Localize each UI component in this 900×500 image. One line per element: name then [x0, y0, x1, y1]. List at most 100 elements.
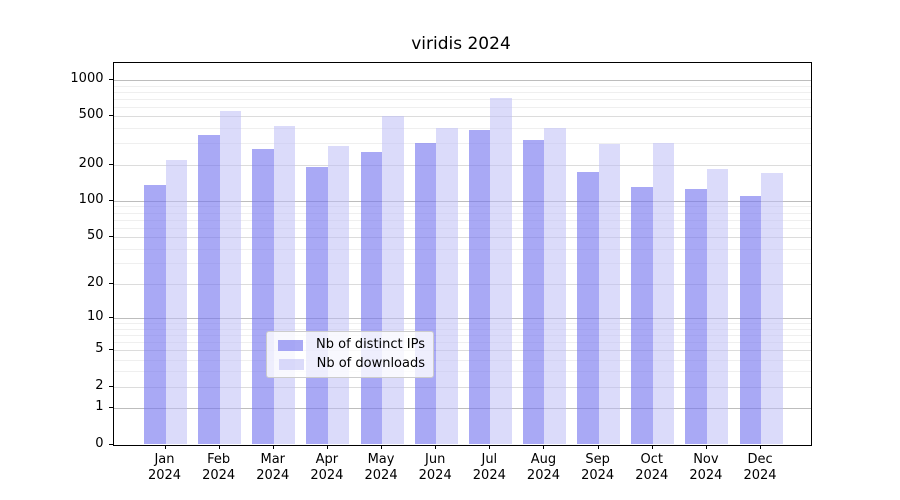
bar-distinct-ips	[522, 139, 545, 445]
y-tick-label: 1	[95, 398, 104, 414]
bar-downloads	[219, 111, 242, 445]
gridline-minor	[113, 106, 811, 108]
legend-label-downloads: Nb of downloads	[316, 356, 425, 371]
gridline-mid	[113, 116, 811, 118]
bar-downloads	[652, 142, 675, 445]
x-tick-mark	[760, 444, 762, 449]
x-tick-mark	[651, 444, 653, 449]
plot-area	[112, 62, 812, 446]
bar-distinct-ips	[468, 130, 491, 445]
gridline-mid	[113, 283, 811, 285]
y-tick-mark	[108, 236, 113, 238]
y-tick-label: 20	[86, 274, 104, 290]
x-tick-mark	[272, 444, 274, 449]
gridline-major	[113, 407, 811, 409]
gridline-mid	[113, 386, 811, 388]
y-tick-mark	[108, 115, 113, 117]
bar-distinct-ips	[198, 135, 220, 445]
x-tick-mark	[381, 444, 383, 449]
gridline-minor	[113, 91, 811, 93]
x-tick-label: Sep 2024	[581, 451, 615, 483]
gridline-minor	[113, 219, 811, 221]
gridline-mid	[113, 349, 811, 351]
gridline-minor	[113, 143, 811, 145]
x-tick-label: Mar 2024	[256, 451, 290, 483]
y-tick-label: 100	[78, 191, 104, 207]
bar-distinct-ips	[144, 185, 166, 445]
y-tick-mark	[108, 78, 113, 80]
y-tick-mark	[108, 199, 113, 201]
bar-downloads	[706, 168, 729, 445]
x-tick-mark	[435, 444, 437, 449]
y-tick-label: 2	[95, 377, 104, 393]
bar-downloads	[382, 115, 404, 445]
y-tick-mark	[108, 385, 113, 387]
gridline-major	[113, 317, 811, 319]
gridline-minor	[113, 328, 811, 330]
x-tick-label: Oct 2024	[635, 451, 669, 483]
x-tick-label: Nov 2024	[689, 451, 723, 483]
bar-downloads	[165, 159, 187, 445]
x-tick-mark	[543, 444, 545, 449]
gridline-minor	[113, 212, 811, 214]
bar-distinct-ips	[631, 187, 653, 445]
y-tick-label: 5	[95, 340, 104, 356]
gridline-major	[113, 79, 811, 81]
y-tick-label: 500	[78, 107, 104, 123]
y-tick-mark	[108, 316, 113, 318]
bar-distinct-ips	[306, 167, 328, 445]
bar-downloads	[273, 126, 296, 445]
y-tick-label: 0	[95, 435, 104, 451]
x-tick-mark	[705, 444, 707, 449]
gridline-minor	[113, 334, 811, 336]
y-tick-mark	[108, 406, 113, 408]
x-tick-label: Dec 2024	[743, 451, 777, 483]
x-tick-label: Jan 2024	[147, 451, 182, 483]
bar-distinct-ips	[577, 171, 599, 445]
legend-swatch-distinct-ips	[278, 339, 304, 351]
gridline-minor	[113, 323, 811, 324]
x-tick-label: May 2024	[364, 451, 398, 483]
gridline-minor	[113, 371, 811, 373]
chart-title: viridis 2024	[411, 34, 511, 54]
bar-downloads	[490, 98, 512, 445]
bar-downloads	[598, 144, 621, 445]
y-tick-mark	[108, 443, 113, 445]
y-tick-label: 50	[86, 228, 104, 244]
gridline-minor	[113, 98, 811, 100]
y-tick-mark	[108, 348, 113, 350]
legend-item-downloads: Nb of downloads	[273, 356, 425, 372]
legend-swatch-downloads	[278, 358, 304, 370]
bar-distinct-ips	[414, 143, 437, 445]
x-tick-mark	[489, 444, 491, 449]
bar-downloads	[544, 127, 566, 445]
gridline-major	[113, 200, 811, 202]
x-tick-label: Aug 2024	[526, 451, 561, 483]
gridline-minor	[113, 341, 811, 343]
x-tick-mark	[218, 444, 220, 449]
gridline-minor	[113, 85, 811, 87]
gridline-minor	[113, 248, 811, 250]
gridline-minor	[113, 359, 811, 361]
y-tick-label: 10	[86, 308, 104, 324]
bar-distinct-ips	[360, 151, 383, 445]
gridline-mid	[113, 237, 811, 239]
y-tick-label: 200	[78, 155, 104, 171]
y-tick-label: 1000	[70, 70, 104, 86]
x-tick-label: Jun 2024	[418, 451, 452, 483]
x-tick-mark	[326, 444, 328, 449]
x-tick-label: Apr 2024	[310, 451, 344, 483]
x-tick-label: Feb 2024	[202, 451, 236, 483]
gridline-minor	[113, 128, 811, 130]
y-tick-mark	[108, 282, 113, 284]
bar-distinct-ips	[252, 148, 274, 445]
bar-downloads	[436, 127, 458, 445]
x-tick-mark	[597, 444, 599, 449]
gridline-minor	[113, 227, 811, 229]
gridline-mid	[113, 164, 811, 166]
y-tick-mark	[108, 163, 113, 165]
bar-distinct-ips	[685, 189, 707, 445]
x-tick-label: Jul 2024	[472, 451, 506, 483]
legend-label-distinct-ips: Nb of distinct IPs	[316, 337, 425, 352]
